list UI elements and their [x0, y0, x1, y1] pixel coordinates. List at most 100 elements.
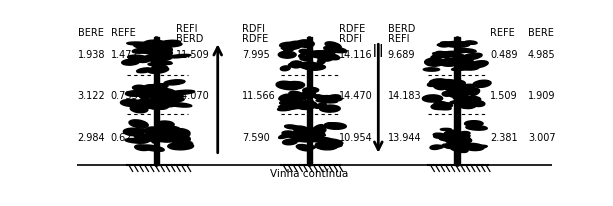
Text: Vinha contínua: Vinha contínua: [270, 169, 349, 179]
Ellipse shape: [434, 102, 446, 105]
Ellipse shape: [321, 96, 337, 102]
Ellipse shape: [326, 98, 342, 102]
Ellipse shape: [304, 133, 311, 138]
Ellipse shape: [299, 132, 310, 135]
Ellipse shape: [434, 54, 454, 57]
Ellipse shape: [324, 54, 340, 60]
Ellipse shape: [457, 100, 476, 109]
Ellipse shape: [319, 142, 342, 147]
Ellipse shape: [160, 97, 171, 99]
Ellipse shape: [307, 64, 323, 69]
Ellipse shape: [471, 101, 485, 107]
Text: 11.566: 11.566: [242, 91, 276, 101]
Ellipse shape: [436, 80, 457, 86]
Ellipse shape: [148, 62, 164, 66]
Ellipse shape: [427, 96, 443, 101]
Ellipse shape: [154, 135, 159, 139]
Ellipse shape: [443, 144, 463, 149]
Ellipse shape: [127, 42, 150, 45]
Ellipse shape: [123, 128, 144, 136]
Ellipse shape: [468, 61, 488, 68]
Ellipse shape: [281, 82, 305, 90]
Ellipse shape: [126, 129, 150, 133]
Ellipse shape: [441, 53, 454, 57]
Ellipse shape: [303, 87, 319, 93]
Ellipse shape: [427, 80, 443, 87]
Ellipse shape: [316, 141, 340, 145]
Ellipse shape: [154, 60, 172, 64]
Ellipse shape: [142, 85, 156, 90]
Ellipse shape: [431, 55, 443, 59]
Text: RDFE: RDFE: [340, 25, 365, 34]
Ellipse shape: [137, 68, 152, 73]
Ellipse shape: [126, 91, 147, 96]
Ellipse shape: [455, 141, 461, 143]
Ellipse shape: [449, 58, 460, 61]
Ellipse shape: [158, 59, 164, 63]
Text: BERE: BERE: [528, 28, 554, 39]
Text: 14.116: 14.116: [340, 50, 373, 60]
Ellipse shape: [314, 126, 326, 133]
Text: REFE: REFE: [111, 28, 135, 39]
Ellipse shape: [322, 56, 333, 61]
Ellipse shape: [452, 132, 459, 137]
Ellipse shape: [290, 61, 303, 68]
Ellipse shape: [461, 100, 470, 102]
Ellipse shape: [299, 62, 320, 69]
Ellipse shape: [460, 62, 471, 66]
Ellipse shape: [300, 146, 316, 150]
Ellipse shape: [279, 94, 291, 101]
Text: 4.985: 4.985: [528, 50, 555, 60]
Ellipse shape: [441, 42, 460, 47]
Ellipse shape: [433, 52, 458, 57]
Text: 14.470: 14.470: [340, 91, 373, 101]
Ellipse shape: [466, 125, 487, 130]
Ellipse shape: [442, 91, 452, 96]
Ellipse shape: [276, 81, 295, 89]
Ellipse shape: [161, 57, 171, 60]
Text: 1.472: 1.472: [111, 50, 139, 60]
Ellipse shape: [306, 63, 321, 69]
Ellipse shape: [446, 137, 459, 144]
Ellipse shape: [287, 102, 308, 109]
Ellipse shape: [135, 145, 150, 151]
Ellipse shape: [440, 128, 451, 130]
Ellipse shape: [129, 120, 148, 128]
Ellipse shape: [465, 121, 483, 126]
Ellipse shape: [307, 55, 318, 57]
Ellipse shape: [140, 95, 150, 99]
Ellipse shape: [151, 129, 165, 132]
Ellipse shape: [320, 50, 333, 55]
Ellipse shape: [134, 58, 150, 62]
Ellipse shape: [319, 105, 340, 112]
Ellipse shape: [170, 90, 194, 95]
Ellipse shape: [284, 46, 295, 53]
Text: BERD: BERD: [177, 34, 204, 44]
Ellipse shape: [292, 94, 303, 97]
Ellipse shape: [445, 132, 451, 134]
Ellipse shape: [288, 62, 303, 67]
Ellipse shape: [457, 54, 464, 59]
Ellipse shape: [151, 104, 167, 109]
Ellipse shape: [166, 137, 180, 140]
Text: 10.954: 10.954: [340, 133, 373, 143]
Ellipse shape: [281, 104, 295, 108]
Ellipse shape: [134, 44, 153, 49]
Ellipse shape: [305, 64, 326, 70]
Ellipse shape: [150, 137, 160, 139]
Ellipse shape: [446, 130, 456, 137]
Ellipse shape: [139, 101, 151, 103]
Ellipse shape: [318, 52, 329, 56]
Text: 14.183: 14.183: [388, 91, 421, 101]
Ellipse shape: [422, 95, 443, 102]
Ellipse shape: [446, 52, 452, 55]
Ellipse shape: [315, 138, 322, 141]
Ellipse shape: [301, 53, 311, 55]
Ellipse shape: [444, 130, 461, 137]
Ellipse shape: [447, 92, 454, 96]
Ellipse shape: [164, 132, 177, 137]
Ellipse shape: [292, 136, 308, 142]
Ellipse shape: [278, 51, 296, 58]
Ellipse shape: [299, 54, 304, 58]
Ellipse shape: [133, 91, 154, 97]
